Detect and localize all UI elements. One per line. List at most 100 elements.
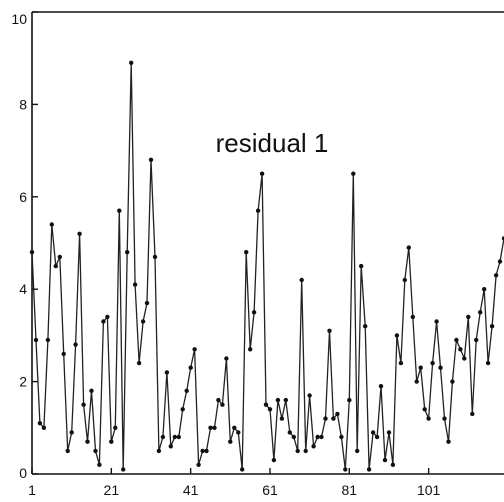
data-point (418, 365, 423, 370)
data-point (355, 448, 360, 454)
data-point (347, 397, 352, 403)
data-point (65, 448, 70, 454)
data-point (378, 384, 384, 389)
data-point (45, 337, 51, 343)
data-point (232, 425, 237, 430)
data-points (29, 60, 504, 472)
data-point (275, 397, 281, 403)
data-point (414, 379, 419, 384)
data-point (485, 360, 491, 366)
data-point (339, 434, 344, 440)
data-point (454, 337, 459, 343)
data-point (192, 347, 197, 352)
data-point (271, 457, 277, 463)
data-point (93, 448, 98, 454)
data-point (136, 360, 142, 366)
data-point (37, 421, 43, 426)
data-point (263, 402, 269, 407)
data-point (144, 300, 150, 306)
x-tick-label: 21 (104, 482, 120, 498)
data-point (343, 467, 348, 472)
data-point (121, 467, 126, 472)
data-point (105, 314, 110, 320)
data-point (442, 416, 447, 421)
data-point (200, 448, 205, 454)
data-point (382, 457, 388, 463)
data-point (53, 263, 58, 269)
data-point (184, 388, 189, 393)
data-point (283, 397, 288, 403)
data-point (41, 425, 47, 430)
data-point (501, 236, 504, 241)
x-tick-label: 41 (183, 482, 199, 498)
data-point (49, 222, 54, 227)
data-point (390, 462, 396, 467)
data-point (470, 411, 475, 417)
data-point (29, 250, 35, 255)
data-point (109, 439, 114, 444)
data-point (422, 407, 427, 412)
data-point (410, 314, 415, 320)
data-point (267, 407, 273, 412)
data-point (430, 360, 435, 366)
chart-title: residual 1 (216, 128, 329, 158)
data-point (458, 347, 463, 352)
y-tick-label: 6 (19, 189, 27, 205)
data-point (363, 324, 368, 329)
data-point (497, 259, 503, 264)
data-point (335, 411, 340, 417)
data-point (228, 439, 233, 444)
data-point (482, 287, 487, 292)
data-point (255, 208, 261, 213)
data-point (374, 434, 380, 440)
y-tick-label: 8 (19, 96, 27, 112)
data-point (113, 425, 118, 430)
data-point (402, 277, 407, 283)
data-point (351, 171, 356, 176)
data-point (315, 434, 320, 440)
y-tick-label: 0 (19, 465, 27, 481)
data-point (446, 439, 451, 444)
data-point (220, 402, 225, 407)
data-point (196, 462, 201, 467)
data-point (180, 407, 185, 412)
data-point (208, 425, 213, 430)
y-tick-label: 10 (11, 11, 27, 27)
data-point (319, 434, 324, 440)
x-ticks: 1 21 41 61 81 101 (28, 468, 441, 498)
data-point (291, 434, 296, 440)
data-point (152, 254, 158, 260)
data-point (323, 416, 328, 421)
data-point (129, 60, 134, 65)
data-point (236, 430, 241, 435)
data-point (295, 448, 300, 454)
data-point (450, 379, 455, 384)
data-point (240, 467, 245, 472)
data-point (478, 310, 483, 315)
y-tick-label: 4 (19, 281, 27, 297)
data-point (101, 319, 106, 324)
data-point (244, 250, 249, 255)
data-point (311, 444, 316, 449)
data-point (188, 365, 193, 370)
x-tick-label: 101 (417, 482, 441, 498)
data-point (259, 171, 265, 176)
data-point (303, 448, 308, 454)
data-point (474, 337, 479, 343)
data-point (140, 319, 146, 324)
data-point (117, 208, 122, 213)
data-point (89, 388, 94, 393)
x-tick-label: 81 (342, 482, 358, 498)
x-tick-label: 61 (262, 482, 278, 498)
data-point (164, 370, 170, 375)
data-point (248, 347, 253, 352)
data-point (97, 462, 102, 467)
data-point (81, 402, 86, 407)
data-point (69, 430, 74, 435)
data-point (212, 425, 217, 430)
data-point (61, 351, 66, 357)
data-point (160, 434, 166, 440)
data-point (307, 393, 312, 398)
data-point (394, 333, 400, 338)
